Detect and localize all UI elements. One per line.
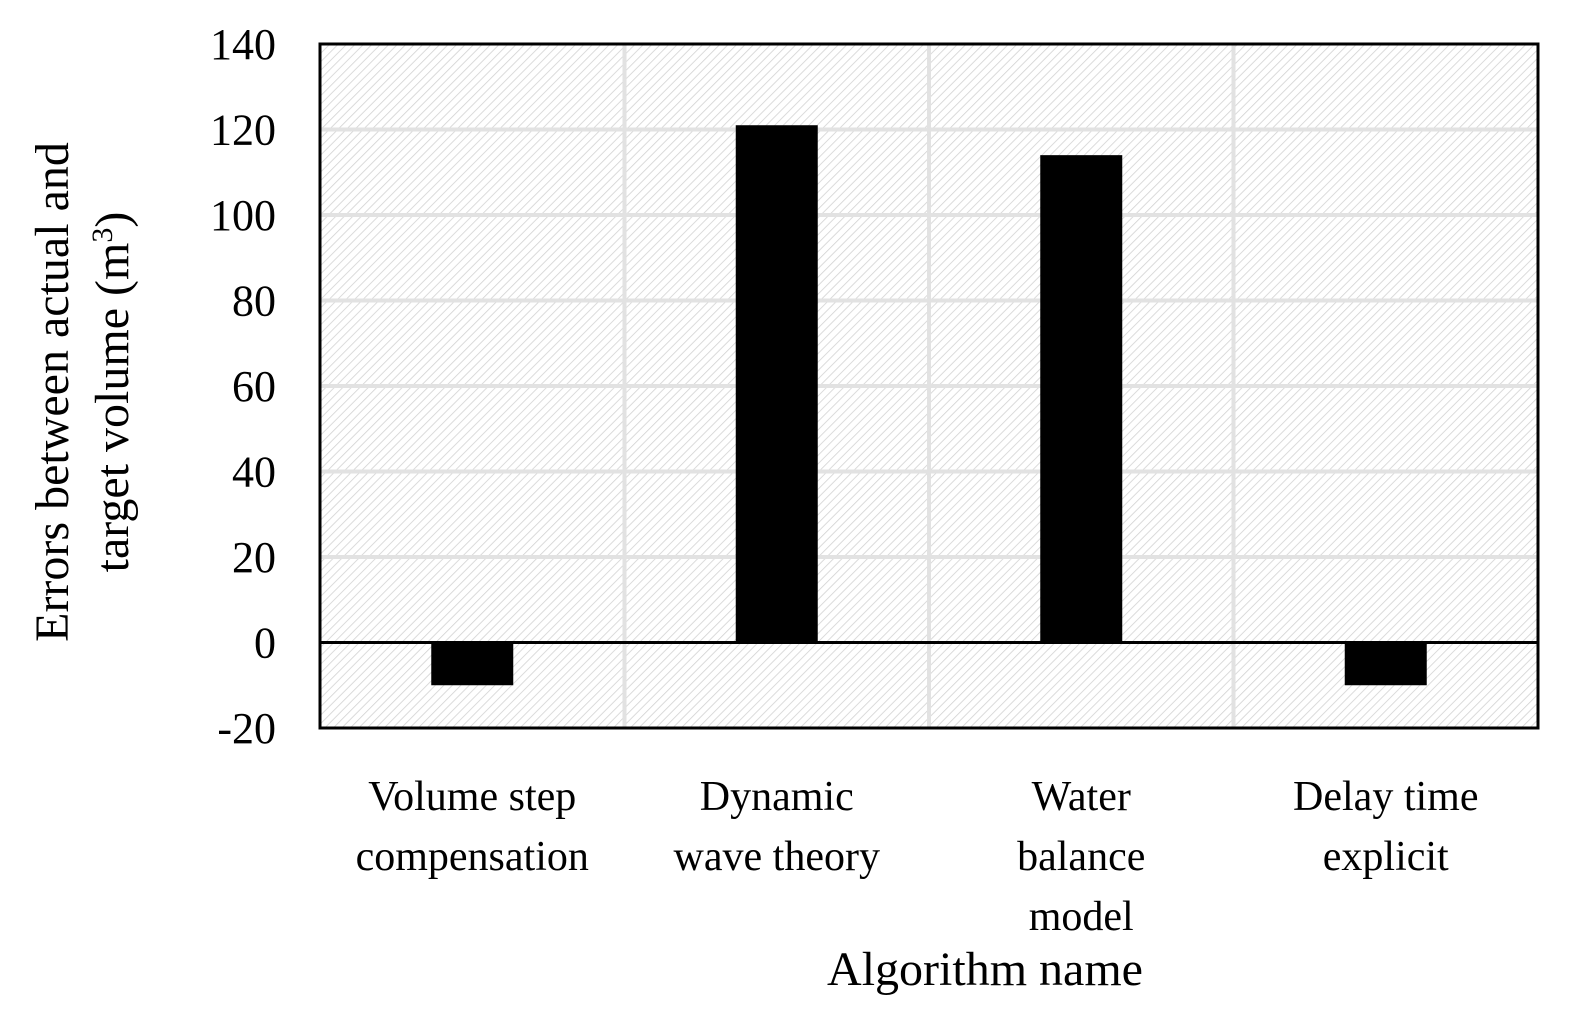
bar — [1344, 642, 1427, 686]
x-category-label: explicit — [1323, 834, 1449, 880]
y-axis-title-line2: target volume (m3) — [86, 212, 140, 573]
x-category-label: compensation — [356, 834, 589, 880]
x-category-label: model — [1029, 894, 1134, 940]
grid-lines — [320, 44, 1538, 728]
x-category-label: Water — [1032, 774, 1131, 820]
y-tick-label: -20 — [217, 704, 276, 753]
bar-series — [431, 125, 1427, 686]
y-tick-label: 20 — [232, 533, 276, 582]
x-axis-title: Algorithm name — [827, 943, 1143, 996]
y-axis-title-unit: target volume (m — [86, 243, 139, 573]
y-tick-label: 100 — [210, 191, 276, 240]
y-tick-label: 140 — [210, 20, 276, 69]
x-category-label: Dynamic — [700, 774, 854, 820]
y-tick-label: 80 — [232, 277, 276, 326]
x-category-label: Volume step — [368, 774, 576, 820]
y-axis-title-superscript: 3 — [86, 228, 119, 243]
plot-frame — [318, 42, 1540, 730]
bar — [735, 125, 818, 643]
y-tick-label: 40 — [232, 448, 276, 497]
x-category-label: wave theory — [674, 834, 880, 880]
y-axis-title: Errors between actual and target volume … — [26, 142, 139, 642]
y-tick-label: 0 — [254, 619, 276, 668]
y-tick-labels: -20 0 20 40 60 80 100 120 140 — [210, 20, 276, 753]
y-tick-label: 60 — [232, 362, 276, 411]
y-axis-title-close: ) — [86, 212, 139, 228]
x-category-label: balance — [1017, 834, 1145, 880]
y-axis-title-line1: Errors between actual and — [26, 142, 79, 642]
bar — [431, 642, 514, 686]
bar — [1040, 155, 1123, 643]
x-category-labels: Volume step compensation Dynamic wave theor… — [356, 774, 1479, 940]
x-category-label: Delay time — [1293, 774, 1478, 820]
y-tick-label: 120 — [210, 106, 276, 155]
